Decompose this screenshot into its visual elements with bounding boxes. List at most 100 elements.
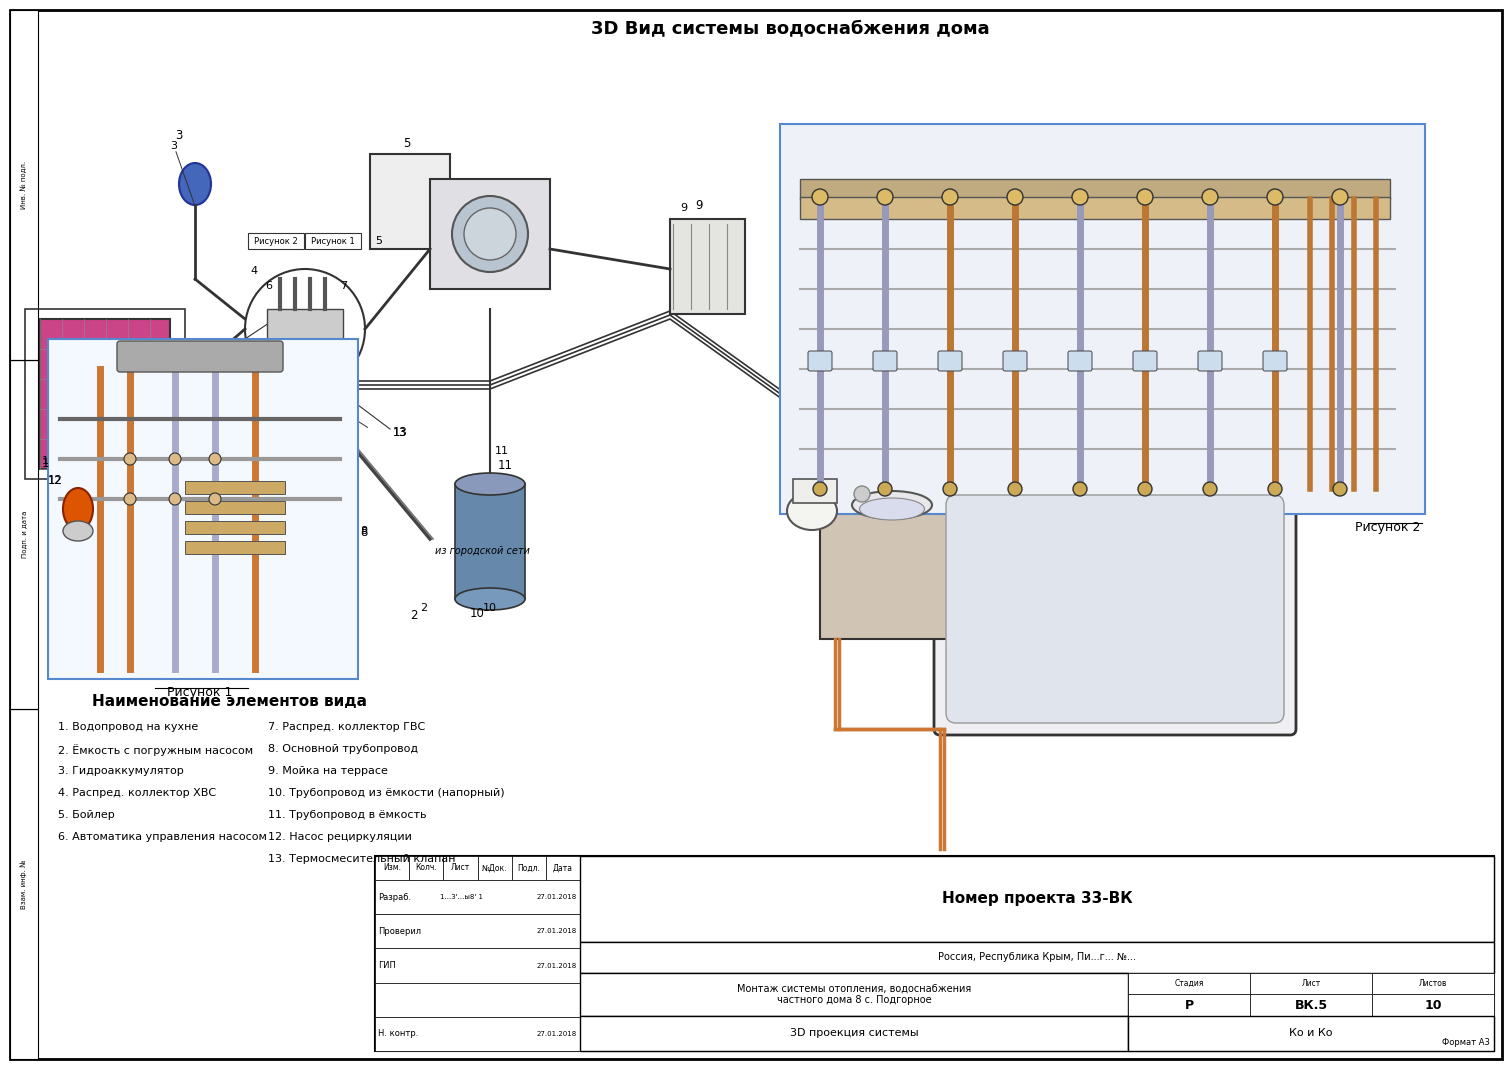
Bar bbox=[184, 541, 284, 554]
Circle shape bbox=[942, 189, 959, 205]
Circle shape bbox=[878, 482, 892, 496]
Ellipse shape bbox=[455, 588, 525, 610]
Text: 9: 9 bbox=[696, 199, 703, 212]
Bar bbox=[1250, 973, 1371, 994]
Text: 4: 4 bbox=[249, 266, 257, 276]
Text: 11. Трубопровод в ёмкость: 11. Трубопровод в ёмкость bbox=[268, 810, 426, 820]
Text: Россия, Республика Крым, Пи...г... №...: Россия, Республика Крым, Пи...г... №... bbox=[937, 952, 1136, 962]
Text: Взам. инф. №: Взам. инф. № bbox=[21, 859, 27, 909]
Bar bbox=[375, 880, 581, 914]
Circle shape bbox=[1204, 482, 1217, 496]
Circle shape bbox=[464, 208, 516, 260]
Text: 1. Водопровод на кухне: 1. Водопровод на кухне bbox=[57, 722, 198, 732]
FancyBboxPatch shape bbox=[1002, 351, 1027, 371]
Text: 4. Распред. коллектор ХВС: 4. Распред. коллектор ХВС bbox=[57, 788, 216, 797]
Bar bbox=[375, 982, 581, 1017]
Text: Монтаж системы отопления, водоснабжения
частного дома 8 с. Подгорное: Монтаж системы отопления, водоснабжения … bbox=[736, 983, 971, 1005]
Text: 3: 3 bbox=[169, 141, 177, 151]
Bar bbox=[11, 10, 38, 359]
Circle shape bbox=[209, 453, 221, 465]
Text: 3: 3 bbox=[175, 129, 183, 142]
Text: Формат А3: Формат А3 bbox=[1442, 1038, 1489, 1047]
Circle shape bbox=[1139, 482, 1152, 496]
Circle shape bbox=[1074, 482, 1087, 496]
Bar bbox=[375, 856, 1494, 1051]
Bar bbox=[581, 973, 1128, 1016]
Text: 27.01.2018: 27.01.2018 bbox=[537, 1031, 578, 1037]
Text: Изм.: Изм. bbox=[383, 864, 401, 872]
Circle shape bbox=[169, 453, 181, 465]
Text: 10: 10 bbox=[470, 607, 485, 620]
Circle shape bbox=[812, 189, 829, 205]
Text: 5: 5 bbox=[404, 137, 410, 150]
Text: 6. Автоматика управления насосом: 6. Автоматика управления насосом bbox=[57, 832, 268, 842]
Text: 2. Ёмкость с погружным насосом: 2. Ёмкость с погружным насосом bbox=[57, 744, 253, 756]
FancyBboxPatch shape bbox=[872, 351, 897, 371]
Circle shape bbox=[943, 482, 957, 496]
Bar bbox=[48, 339, 358, 679]
Text: 10. Трубопровод из ёмкости (напорный): 10. Трубопровод из ёмкости (напорный) bbox=[268, 788, 505, 797]
FancyBboxPatch shape bbox=[934, 483, 1296, 735]
Bar bbox=[1128, 1016, 1494, 1051]
Bar bbox=[375, 1017, 581, 1051]
Circle shape bbox=[169, 493, 181, 505]
Circle shape bbox=[452, 196, 528, 272]
Bar bbox=[581, 1016, 1128, 1051]
Text: 7. Распред. коллектор ГВС: 7. Распред. коллектор ГВС bbox=[268, 722, 425, 732]
Text: 27.01.2018: 27.01.2018 bbox=[537, 928, 578, 934]
Bar bbox=[1371, 973, 1494, 994]
Text: Листов: Листов bbox=[1418, 979, 1447, 988]
Circle shape bbox=[1202, 189, 1219, 205]
Text: 7: 7 bbox=[340, 281, 348, 291]
FancyBboxPatch shape bbox=[947, 495, 1284, 723]
Bar bbox=[375, 914, 581, 948]
Text: 12: 12 bbox=[48, 476, 62, 486]
Text: Стадия: Стадия bbox=[1175, 979, 1204, 988]
FancyBboxPatch shape bbox=[937, 351, 962, 371]
Text: Лист: Лист bbox=[1302, 979, 1321, 988]
Bar bbox=[800, 179, 1390, 199]
Text: 12: 12 bbox=[48, 474, 64, 487]
Circle shape bbox=[209, 493, 221, 505]
Bar bbox=[1128, 994, 1250, 1016]
Text: 8: 8 bbox=[360, 526, 367, 539]
FancyBboxPatch shape bbox=[1263, 351, 1287, 371]
Bar bbox=[455, 484, 525, 599]
Ellipse shape bbox=[455, 472, 525, 495]
Bar bbox=[546, 856, 581, 880]
Bar bbox=[780, 124, 1424, 514]
Bar bbox=[511, 856, 546, 880]
Bar bbox=[792, 479, 838, 503]
Bar bbox=[478, 856, 511, 880]
Text: 8. Основной трубопровод: 8. Основной трубопровод bbox=[268, 744, 419, 754]
Bar bbox=[1371, 994, 1494, 1016]
Text: Рисунок 2: Рисунок 2 bbox=[1355, 521, 1420, 534]
Circle shape bbox=[1072, 189, 1089, 205]
Text: 6: 6 bbox=[265, 281, 272, 291]
Bar bbox=[1250, 994, 1371, 1016]
Bar bbox=[26, 309, 184, 479]
Text: ГИП: ГИП bbox=[378, 961, 396, 970]
Text: 2: 2 bbox=[410, 609, 417, 622]
Text: 9: 9 bbox=[680, 203, 686, 213]
Bar bbox=[268, 309, 343, 348]
Circle shape bbox=[813, 482, 827, 496]
Text: Ко и Ко: Ко и Ко bbox=[1290, 1028, 1334, 1038]
Bar bbox=[375, 856, 410, 880]
Text: 13. Термосмесительный клапан: 13. Термосмесительный клапан bbox=[268, 854, 455, 864]
Text: 3D Вид системы водоснабжения дома: 3D Вид системы водоснабжения дома bbox=[591, 19, 989, 37]
Bar bbox=[39, 319, 169, 469]
Text: 1: 1 bbox=[42, 456, 48, 466]
Circle shape bbox=[1009, 482, 1022, 496]
Text: Номер проекта 33-ВК: Номер проекта 33-ВК bbox=[942, 892, 1132, 907]
Bar bbox=[800, 197, 1390, 219]
Bar bbox=[184, 501, 284, 514]
Text: 13: 13 bbox=[393, 428, 407, 438]
Text: 1...3'...ы8' 1: 1...3'...ы8' 1 bbox=[440, 894, 482, 900]
Text: Подп. и дата: Подп. и дата bbox=[21, 511, 27, 558]
FancyBboxPatch shape bbox=[1132, 351, 1157, 371]
Text: 5: 5 bbox=[375, 236, 383, 246]
Text: Колч.: Колч. bbox=[416, 864, 437, 872]
Bar bbox=[670, 219, 745, 314]
Text: Рисунок 1: Рисунок 1 bbox=[311, 236, 355, 246]
